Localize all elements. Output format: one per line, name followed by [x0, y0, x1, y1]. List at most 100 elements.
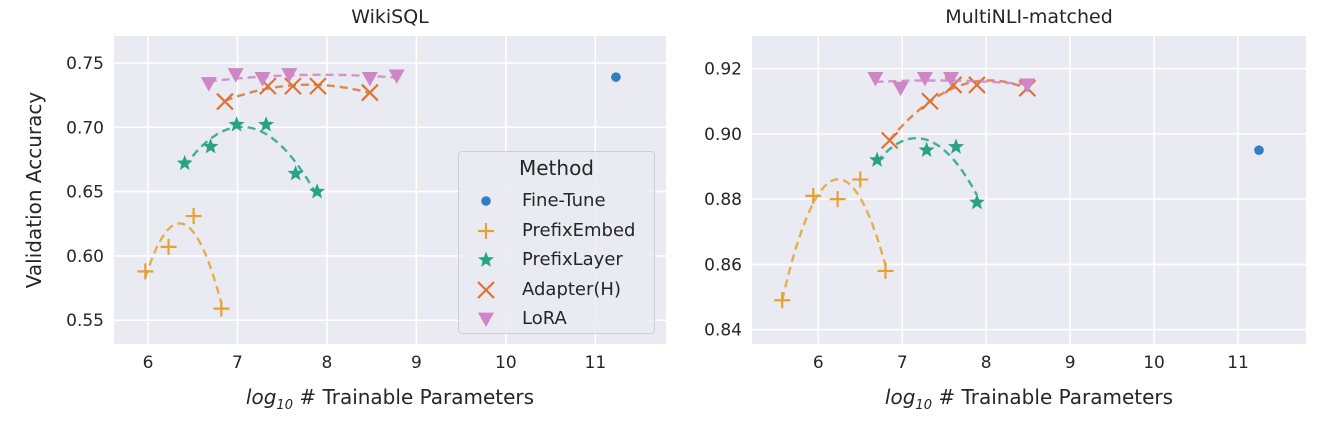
data-point	[867, 72, 884, 87]
data-point	[287, 165, 304, 181]
panel-1: 6 7 8 9 10 11 0.84 0.86 0.88 0.90 0.92	[704, 36, 1306, 373]
data-point	[309, 183, 326, 199]
y-tick-label: 0.65	[66, 183, 104, 203]
chart-title-multinli: MultiNLI-matched	[945, 6, 1113, 28]
data-point	[829, 191, 846, 208]
x-tick-label: 11	[1227, 353, 1249, 373]
x-label-text: # Trainable Parameters	[292, 385, 535, 409]
data-point	[969, 194, 985, 210]
x-tick-label: 10	[495, 353, 517, 373]
x-label-text: # Trainable Parameters	[931, 385, 1174, 409]
star-marker-icon	[478, 251, 494, 267]
x-tick-label: 9	[411, 353, 422, 373]
x-label-log: log	[245, 385, 277, 409]
x-tick-label: 6	[813, 353, 824, 373]
plus-marker-icon	[478, 222, 494, 239]
data-point	[361, 83, 379, 102]
x-tick-label: 6	[143, 353, 154, 373]
data-point	[361, 72, 378, 87]
data-point	[137, 263, 154, 280]
fit-curve	[781, 178, 887, 301]
series-fine-tune	[1254, 145, 1264, 155]
y-tick-label: 0.60	[66, 247, 104, 267]
x-axis-label-right: log10 # Trainable Parameters	[885, 385, 1173, 413]
fit-curve	[888, 79, 1028, 141]
data-point	[227, 68, 244, 83]
data-point	[948, 138, 964, 154]
data-point	[281, 68, 298, 83]
data-point	[258, 116, 275, 132]
legend-label: LoRA	[522, 308, 567, 329]
legend-item: LoRA	[459, 304, 654, 334]
series-prefixlayer	[869, 137, 985, 210]
x-tick-label: 8	[981, 353, 992, 373]
series-prefixlayer	[176, 116, 326, 199]
legend-item: Fine-Tune	[459, 186, 654, 216]
series-lora	[200, 68, 405, 92]
x-marker-icon	[477, 280, 495, 299]
data-point	[202, 138, 219, 154]
data-point	[968, 76, 986, 94]
data-point	[869, 151, 886, 167]
data-point	[388, 69, 405, 84]
y-tick-label: 0.88	[704, 190, 742, 210]
data-point	[216, 92, 234, 111]
x-tick-label: 11	[585, 353, 607, 373]
legend-item: Adapter(H)	[459, 275, 654, 305]
y-tick-label: 0.86	[704, 255, 742, 275]
data-point	[611, 72, 621, 82]
fit-curve	[144, 222, 223, 305]
y-tick-label: 0.75	[66, 54, 104, 74]
legend-label: PrefixLayer	[522, 249, 623, 270]
data-point	[213, 300, 230, 317]
data-point	[284, 77, 302, 95]
legend-label: Adapter(H)	[522, 278, 621, 300]
x-label-subscript: 10	[915, 398, 932, 413]
y-axis-label: Validation Accuracy	[22, 91, 46, 289]
legend-label: Fine-Tune	[522, 190, 606, 211]
legend: Method Fine-Tune PrefixEmbed PrefixLayer Ad…	[458, 151, 655, 334]
x-tick-label: 9	[1065, 353, 1076, 373]
x-label-log: log	[884, 385, 916, 409]
y-tick-label: 0.55	[66, 311, 104, 331]
data-point	[254, 72, 271, 87]
series-prefixembed	[137, 208, 230, 317]
x-tick-label: 10	[1143, 353, 1165, 373]
x-tick-label: 8	[322, 353, 333, 373]
data-point	[185, 208, 202, 225]
data-point	[1254, 145, 1264, 155]
data-point	[176, 154, 193, 171]
legend-title: Method	[518, 156, 594, 180]
data-point	[880, 131, 899, 150]
data-point	[774, 292, 791, 309]
y-tick-label: 0.70	[66, 118, 104, 138]
circle-marker-icon	[481, 196, 491, 206]
triangle-down-marker-icon	[478, 312, 494, 327]
x-axis-label-left: log10 # Trainable Parameters	[246, 385, 534, 413]
fit-curve	[224, 83, 371, 102]
data-point	[160, 238, 177, 255]
legend-item: PrefixEmbed	[459, 216, 654, 246]
data-point	[228, 116, 245, 132]
series-adapter-h-	[216, 77, 379, 111]
data-point	[892, 81, 909, 97]
data-point	[918, 141, 935, 157]
data-point	[921, 92, 939, 111]
y-tick-label: 0.92	[704, 60, 742, 80]
data-point	[805, 187, 822, 204]
data-point	[1019, 78, 1036, 93]
y-tick-label: 0.84	[704, 321, 742, 341]
data-point	[916, 72, 933, 87]
legend-item: PrefixLayer	[459, 245, 654, 275]
data-point	[877, 262, 894, 279]
x-label-subscript: 10	[276, 398, 293, 413]
data-point	[852, 171, 869, 188]
fit-curve	[876, 137, 979, 196]
x-tick-label: 7	[897, 353, 908, 373]
chart-title-wikisql: WikiSQL	[351, 6, 429, 28]
data-point	[942, 72, 959, 87]
series-prefixembed	[774, 171, 894, 309]
series-fine-tune	[611, 72, 621, 82]
